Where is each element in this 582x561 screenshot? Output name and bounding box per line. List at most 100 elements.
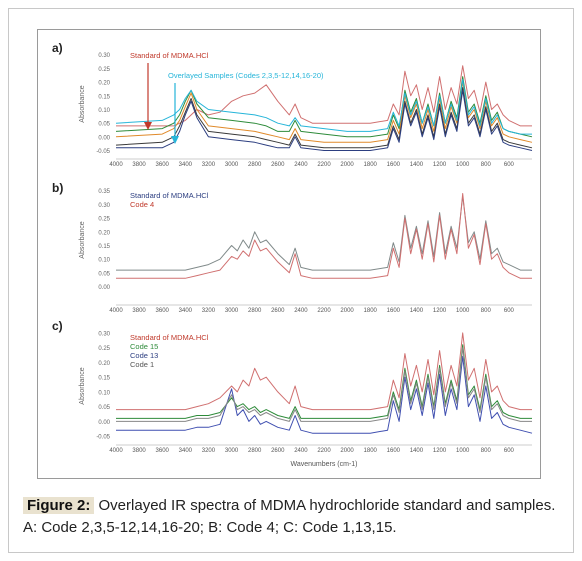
y-tick-label: 0.20 (98, 230, 110, 236)
x-tick-label: 600 (504, 308, 515, 314)
spectrum-line (116, 195, 532, 271)
y-axis-label: Absorbance (79, 221, 86, 258)
x-tick-label: 2200 (317, 308, 331, 314)
y-tick-label: 0.25 (98, 217, 110, 223)
spectrum-line (116, 347, 532, 422)
x-tick-label: 1800 (364, 162, 378, 168)
y-tick-label: 0.00 (98, 135, 110, 141)
y-tick-label: 0.20 (98, 81, 110, 87)
figure-frame: a) 0.30 0.25 0.20 0.15 0.10 0.05 0.00 -0.05 Absor… (37, 29, 541, 479)
x-tick-label: 1400 (410, 308, 424, 314)
legend-entry: Code 13 (130, 351, 158, 360)
spectrum-line (115, 78, 532, 135)
figure-card: a) 0.30 0.25 0.20 0.15 0.10 0.05 0.00 -0.05 Absor… (8, 8, 574, 553)
x-tick-label: 3200 (202, 448, 216, 454)
arrow-standard-head (144, 122, 152, 130)
caption-label: Figure 2: (23, 497, 95, 514)
y-tick-label: 0.30 (98, 53, 110, 59)
spectrum-line (116, 89, 533, 151)
x-tick-label: 2000 (340, 162, 354, 168)
legend-entry: Code 4 (130, 200, 154, 209)
legend-entry: Standard of MDMA.HCl (130, 333, 209, 342)
legend-entry: Code 1 (130, 360, 154, 369)
figure-caption: Figure 2: Overlayed IR spectra of MDMA h… (23, 495, 563, 539)
x-tick-label: 600 (504, 448, 515, 454)
x-tick-label: 600 (504, 162, 515, 168)
x-tick-label: 2600 (271, 308, 285, 314)
x-tick-label: 3600 (156, 448, 170, 454)
x-tick-label: 3400 (179, 448, 193, 454)
x-axis-label: Wavenumbers (cm-1) (290, 461, 357, 468)
x-tick-label: 2400 (294, 448, 308, 454)
x-tick-label: 3400 (179, 162, 193, 168)
panel-label: c) (52, 319, 63, 333)
x-tick-label: 3000 (225, 162, 239, 168)
spectrum-line (116, 356, 533, 434)
x-tick-label: 2000 (340, 448, 354, 454)
x-tick-label: 1800 (364, 448, 378, 454)
y-tick-label: -0.05 (96, 435, 110, 441)
y-tick-label: 0.05 (98, 405, 110, 411)
x-tick-label: 1400 (410, 448, 424, 454)
annotation-samples: Overlayed Samples (Codes 2,3,5-12,14,16-… (168, 71, 324, 80)
y-tick-label: 0.00 (98, 420, 110, 426)
spectrum-line (115, 81, 533, 143)
y-tick-label: 0.25 (98, 346, 110, 352)
y-tick-label: 0.35 (98, 189, 110, 195)
x-tick-label: 3200 (202, 162, 216, 168)
x-tick-label: 2800 (248, 308, 262, 314)
x-tick-label: 1800 (364, 308, 378, 314)
y-tick-label: 0.05 (98, 122, 110, 128)
x-tick-label: 3800 (132, 162, 146, 168)
x-tick-label: 1200 (433, 448, 447, 454)
spectrum-line (116, 65, 532, 127)
x-tick-label: 1200 (433, 308, 447, 314)
ir-spectra-figure: a) 0.30 0.25 0.20 0.15 0.10 0.05 0.00 -0.05 Absor… (52, 41, 533, 468)
y-tick-label: 0.00 (98, 285, 110, 291)
y-axis-label: Absorbance (79, 85, 86, 122)
y-tick-label: 0.10 (98, 258, 110, 264)
y-tick-label: 0.25 (98, 67, 110, 73)
legend-entry: Standard of MDMA.HCl (130, 191, 209, 200)
annotation-standard: Standard of MDMA.HCl (130, 51, 209, 60)
y-tick-label: 0.10 (98, 108, 110, 114)
x-tick-label: 4000 (109, 162, 123, 168)
panel-label: b) (52, 181, 63, 195)
spectrum-line (116, 193, 532, 279)
x-tick-label: 3000 (225, 308, 239, 314)
x-tick-label: 1600 (387, 308, 401, 314)
x-tick-label: 3800 (132, 448, 146, 454)
x-tick-label: 800 (481, 448, 492, 454)
x-tick-label: 1000 (456, 162, 470, 168)
spectrum-line (116, 332, 532, 411)
x-tick-label: 2200 (317, 448, 331, 454)
x-tick-label: 3200 (202, 308, 216, 314)
x-tick-label: 2400 (294, 308, 308, 314)
x-tick-label: 3800 (132, 308, 146, 314)
x-tick-label: 3600 (156, 162, 170, 168)
y-tick-label: 0.15 (98, 94, 110, 100)
x-tick-label: 1600 (387, 162, 401, 168)
y-tick-label: 0.05 (98, 271, 110, 277)
x-tick-label: 1200 (433, 162, 447, 168)
y-tick-label: 0.10 (98, 390, 110, 396)
x-tick-label: 1000 (456, 448, 470, 454)
x-tick-label: 2600 (271, 162, 285, 168)
y-axis-label: Absorbance (79, 367, 86, 404)
x-tick-label: 800 (481, 162, 492, 168)
x-tick-label: 800 (481, 308, 492, 314)
x-tick-label: 3400 (179, 308, 193, 314)
spectrum-line (116, 344, 532, 419)
y-tick-label: 0.20 (98, 361, 110, 367)
y-tick-label: -0.05 (96, 149, 110, 155)
x-tick-label: 4000 (109, 308, 123, 314)
x-tick-label: 2000 (340, 308, 354, 314)
x-tick-label: 3600 (156, 308, 170, 314)
x-tick-label: 4000 (109, 448, 123, 454)
legend-entry: Code 15 (130, 342, 158, 351)
x-tick-label: 2200 (317, 162, 331, 168)
caption-text: Overlayed IR spectra of MDMA hydrochlori… (23, 497, 556, 536)
x-tick-label: 1000 (456, 308, 470, 314)
panel-label: a) (52, 41, 63, 55)
x-tick-label: 2400 (294, 162, 308, 168)
